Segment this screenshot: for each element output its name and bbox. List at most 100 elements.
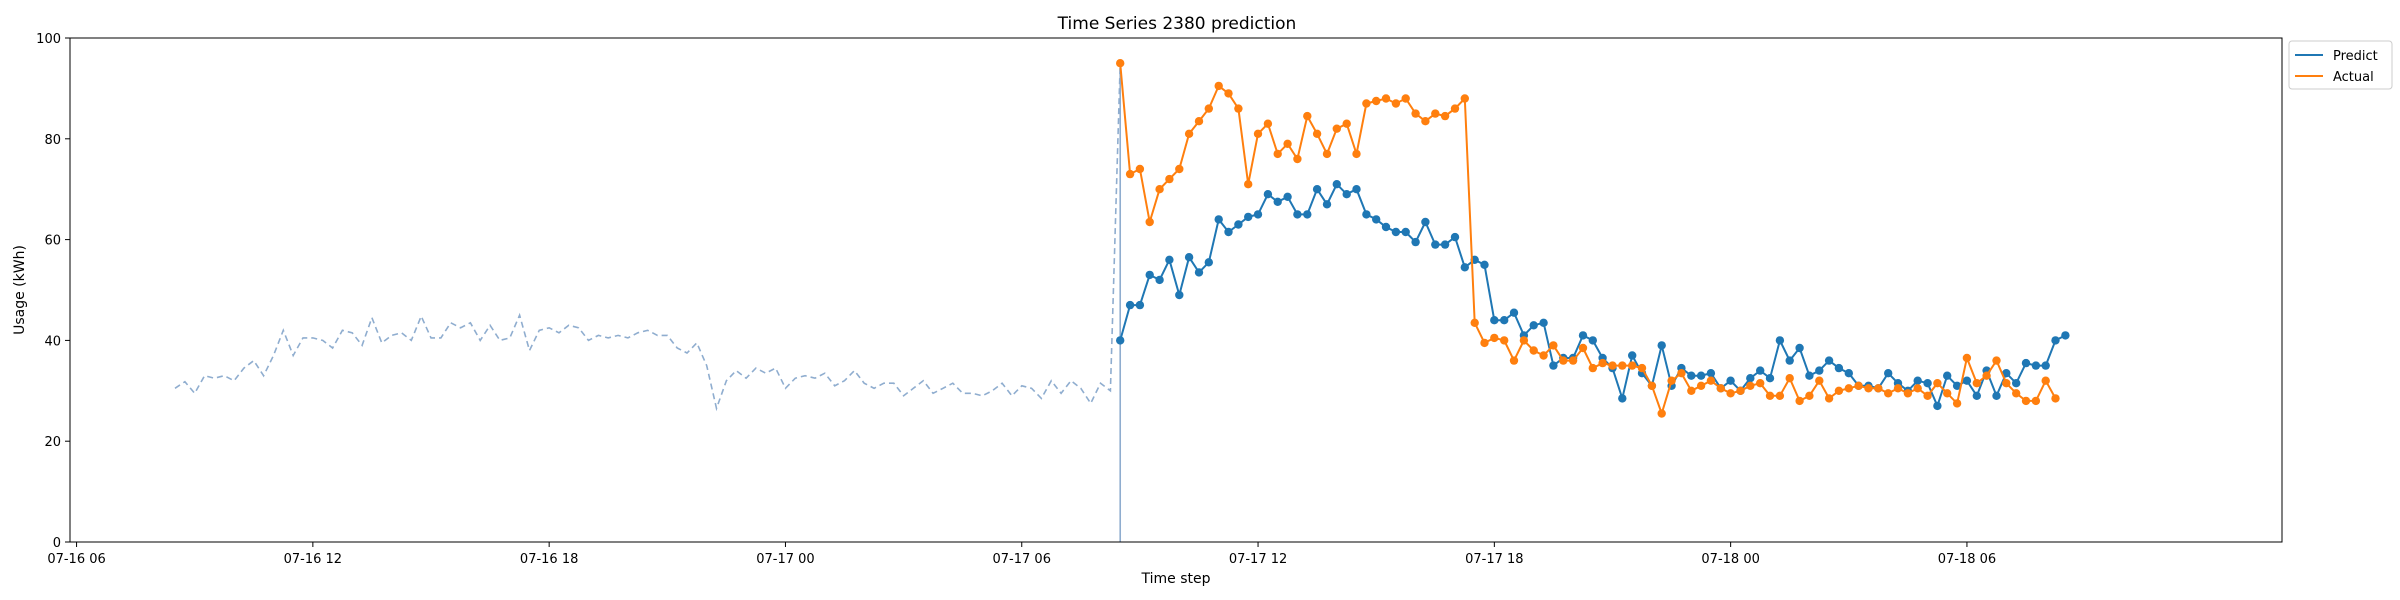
actual-point — [1805, 391, 1814, 400]
actual-point — [1687, 386, 1696, 395]
actual-point — [1440, 111, 1450, 121]
actual-point — [1155, 185, 1164, 194]
legend: Predict Actual — [2288, 40, 2393, 90]
actual-point — [1706, 376, 1716, 385]
actual-point — [1480, 338, 1489, 348]
actual-point — [1421, 117, 1430, 126]
actual-point — [1667, 376, 1676, 385]
actual-point — [1204, 104, 1214, 113]
actual-point — [1460, 94, 1470, 103]
actual-point — [1116, 59, 1125, 68]
actual-point — [1834, 386, 1844, 395]
predict-point — [1844, 369, 1854, 378]
actual-point — [1913, 384, 1922, 393]
actual-point — [1303, 111, 1312, 121]
actual-point — [1135, 164, 1145, 174]
actual-point — [1874, 384, 1883, 393]
predict-point — [1214, 215, 1223, 224]
actual-point — [2021, 396, 2031, 406]
predict-point — [2061, 331, 2070, 340]
actual-point — [1342, 119, 1351, 128]
y-axis-label: Usage (kWh) — [12, 245, 28, 335]
y-tick-label: 40 — [44, 334, 61, 349]
x-axis-label: Time step — [1141, 571, 1211, 587]
actual-point — [2031, 396, 2041, 406]
actual-point — [1746, 381, 1755, 390]
actual-point — [1982, 371, 1991, 380]
actual-point — [1411, 109, 1420, 118]
predict-point — [1815, 366, 1824, 375]
actual-point — [1145, 217, 1154, 227]
actual-point — [1775, 391, 1785, 400]
actual-point — [1401, 94, 1410, 103]
predict-point — [1588, 336, 1598, 345]
actual-point — [1234, 104, 1243, 113]
predict-point — [1490, 316, 1499, 325]
actual-point — [1362, 99, 1371, 108]
actual-point — [1184, 129, 1194, 138]
actual-point — [1578, 343, 1588, 353]
actual-point — [1893, 384, 1903, 393]
predict-point — [1312, 185, 1322, 194]
predict-point — [2041, 361, 2050, 370]
predict-point — [1253, 210, 1263, 219]
predict-point — [1184, 253, 1194, 262]
predict-point — [1578, 331, 1588, 340]
actual-point — [1608, 361, 1617, 370]
predict-point — [1992, 391, 2001, 400]
actual-point — [1312, 129, 1322, 138]
actual-point — [1933, 379, 1942, 388]
predict-point — [1234, 220, 1243, 229]
actual-point — [1273, 149, 1282, 159]
x-tick-label: 07-17 18 — [1465, 552, 1523, 567]
predict-point — [1972, 391, 1982, 400]
predict-point — [1687, 371, 1696, 380]
predict-point — [2031, 361, 2041, 370]
actual-point — [1795, 396, 1804, 406]
predict-point — [1263, 190, 1273, 199]
actual-point — [1559, 356, 1568, 365]
predict-point — [1884, 369, 1893, 378]
predict-point — [1303, 210, 1312, 219]
x-tick-label: 07-18 00 — [1701, 552, 1759, 567]
predict-point — [1411, 237, 1420, 247]
predict-point — [1293, 210, 1302, 219]
actual-point — [2041, 376, 2050, 385]
actual-point — [1372, 96, 1381, 106]
actual-point — [1884, 389, 1893, 398]
predict-point — [1952, 381, 1962, 390]
predict-point — [1135, 300, 1145, 310]
actual-point — [1283, 139, 1292, 148]
actual-point — [1322, 149, 1332, 159]
predict-series-line — [1119, 182, 2066, 409]
actual-point — [1244, 180, 1253, 189]
x-tick-label: 07-17 00 — [756, 552, 814, 567]
actual-point — [1962, 353, 1972, 363]
y-tick-label: 100 — [36, 32, 61, 47]
predict-point — [1824, 356, 1834, 365]
actual-point — [1618, 361, 1627, 370]
actual-point — [1332, 124, 1342, 133]
actual-point — [1952, 399, 1962, 408]
predict-point — [1401, 227, 1410, 237]
actual-point — [1194, 117, 1204, 126]
y-tick-label: 80 — [44, 133, 61, 148]
actual-point — [1175, 164, 1184, 174]
predict-point — [1962, 376, 1972, 385]
predict-point — [1273, 197, 1282, 206]
actual-point — [2012, 389, 2021, 398]
actual-point — [1529, 346, 1538, 355]
predict-point — [1480, 260, 1489, 269]
actual-series-line — [1119, 63, 2057, 417]
predict-point — [1342, 190, 1351, 199]
actual-point — [1716, 384, 1726, 393]
actual-point — [1824, 394, 1834, 403]
predict-point — [1775, 336, 1785, 345]
predict-point — [1460, 263, 1470, 272]
predict-point — [2051, 336, 2060, 345]
predict-point — [1618, 394, 1627, 403]
predict-point — [1244, 212, 1253, 222]
y-tick-label: 60 — [44, 234, 61, 249]
actual-point — [1992, 356, 2001, 365]
actual-point — [1598, 358, 1607, 368]
